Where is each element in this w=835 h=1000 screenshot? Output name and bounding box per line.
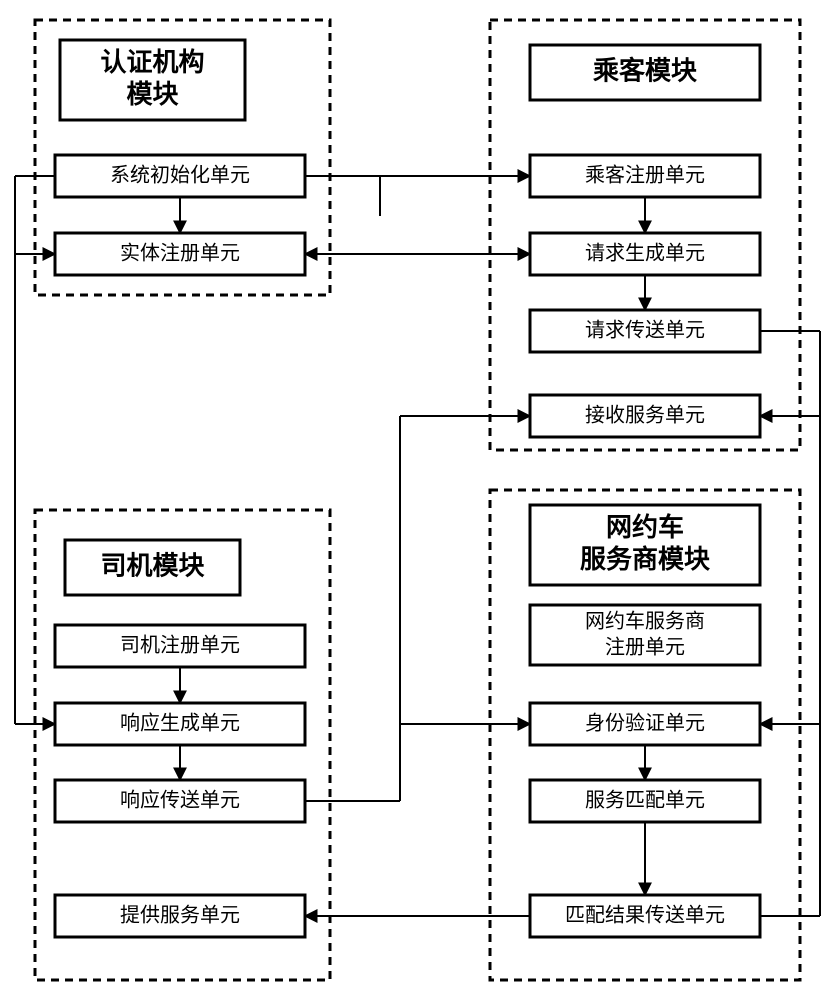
svg-text:服务商模块: 服务商模块 (580, 544, 710, 574)
svg-text:系统初始化单元: 系统初始化单元 (110, 163, 250, 186)
svg-text:响应传送单元: 响应传送单元 (120, 788, 240, 811)
svg-text:提供服务单元: 提供服务单元 (120, 903, 240, 926)
svg-text:响应生成单元: 响应生成单元 (120, 711, 240, 734)
svg-text:司机模块: 司机模块 (100, 550, 204, 580)
svg-text:实体注册单元: 实体注册单元 (120, 241, 240, 264)
svg-text:接收服务单元: 接收服务单元 (585, 403, 705, 426)
svg-text:乘客注册单元: 乘客注册单元 (585, 163, 705, 186)
svg-text:匹配结果传送单元: 匹配结果传送单元 (565, 903, 725, 926)
svg-text:网约车服务商: 网约车服务商 (585, 609, 705, 632)
svg-text:乘客模块: 乘客模块 (592, 55, 697, 85)
svg-text:网约车: 网约车 (606, 512, 684, 542)
svg-text:服务匹配单元: 服务匹配单元 (585, 788, 705, 811)
svg-text:请求生成单元: 请求生成单元 (585, 241, 705, 264)
svg-text:司机注册单元: 司机注册单元 (120, 633, 240, 656)
svg-text:身份验证单元: 身份验证单元 (585, 711, 705, 734)
svg-text:注册单元: 注册单元 (605, 635, 685, 658)
flowchart-diagram: 认证机构模块 乘客模块司机模块 网约车服务商模块 系统初始化单元实体注册单元 乘客注册单… (0, 0, 835, 1000)
svg-text:认证机构: 认证机构 (100, 47, 204, 77)
svg-text:请求传送单元: 请求传送单元 (585, 318, 705, 341)
svg-text:模块: 模块 (126, 79, 178, 109)
